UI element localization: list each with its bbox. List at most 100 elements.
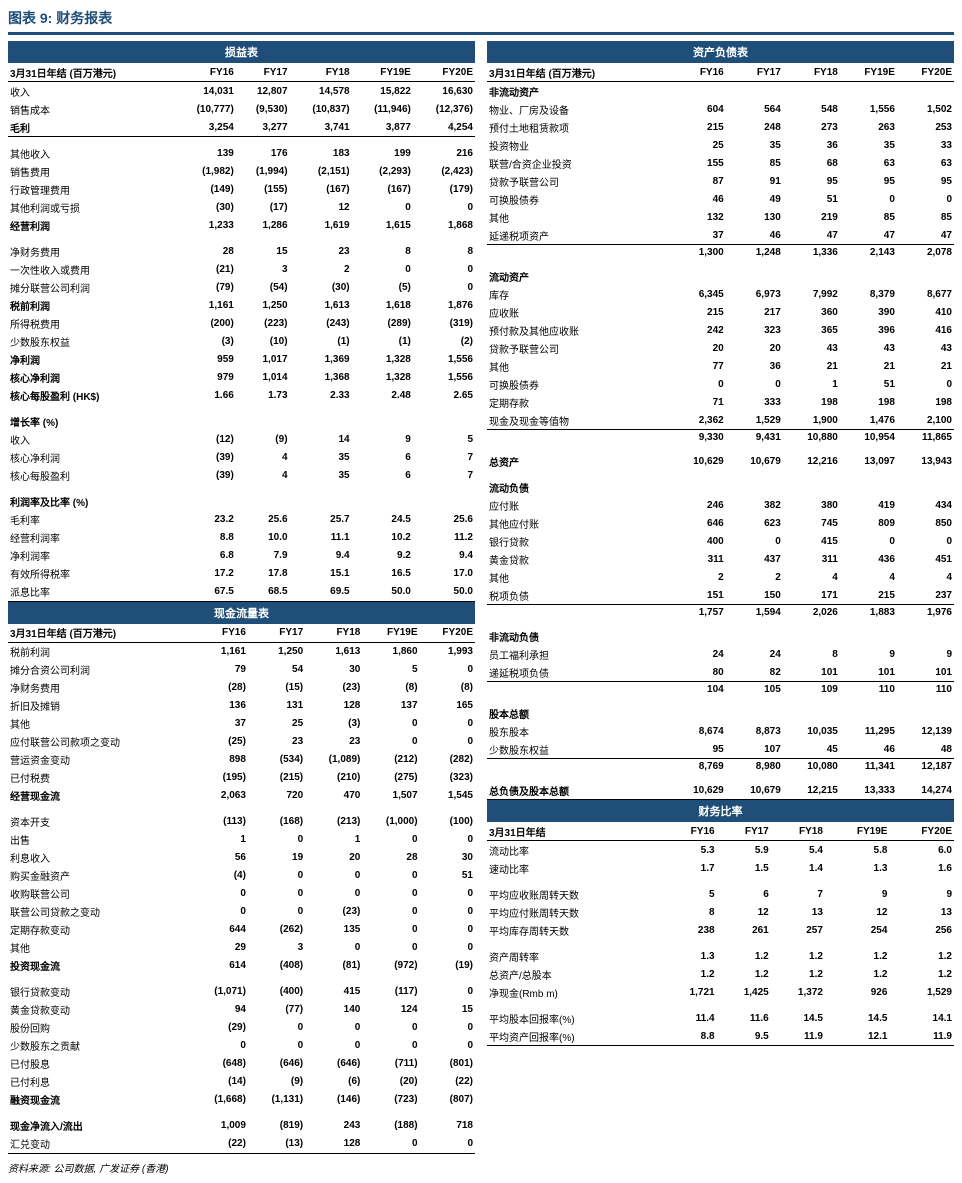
row-label: 速动比率: [487, 859, 662, 877]
row-label: [487, 759, 669, 774]
table-row: 核心每股盈利(39)43567: [8, 467, 475, 485]
table-row: 员工福利承担2424899: [487, 645, 954, 663]
table-row: 摊分合资公司利润79543050: [8, 661, 475, 679]
cell: (1,668): [191, 1091, 248, 1109]
row-label: [487, 682, 669, 697]
table-row: 平均资产回报率(%)8.89.511.912.111.9: [487, 1027, 954, 1046]
row-label: 员工福利承担: [487, 645, 669, 663]
cell: 1,594: [726, 605, 783, 620]
section-header-t3: 资产负债表: [487, 41, 954, 63]
row-label: 收购联营公司: [8, 885, 191, 903]
cell: 10.0: [236, 529, 290, 547]
cell: 25: [669, 136, 726, 154]
cell: 1,476: [840, 411, 897, 430]
cell: [771, 1001, 825, 1009]
row-label: 折旧及摊销: [8, 697, 191, 715]
table-row: 净财务费用(28)(15)(23)(8)(8): [8, 679, 475, 697]
cell: [662, 877, 716, 885]
cell: 0: [669, 375, 726, 393]
row-label: 毛利率: [8, 511, 174, 529]
cell: 35: [290, 449, 352, 467]
table-row: 应收账215217360390410: [487, 303, 954, 321]
cell: 9,330: [669, 430, 726, 445]
table-row: 其他3725(3)00: [8, 715, 475, 733]
cell: 2: [290, 261, 352, 279]
cell: 79: [191, 661, 248, 679]
cell: 1.5: [717, 859, 771, 877]
cell: 2,063: [191, 787, 248, 805]
cell: 2: [669, 568, 726, 586]
table-row: 1,7571,5942,0261,8831,976: [487, 605, 954, 620]
cell: 273: [783, 118, 840, 136]
cell: 17.8: [236, 565, 290, 583]
cell: 850: [897, 514, 954, 532]
cell: [717, 1001, 771, 1009]
table-row: 核心净利润(39)43567: [8, 449, 475, 467]
cell: 0: [840, 532, 897, 550]
cell: [413, 235, 475, 243]
cell: [413, 405, 475, 413]
table-row: 总资产10,62910,67912,21613,09713,943: [487, 452, 954, 470]
cell: 0: [420, 921, 475, 939]
table-row: 融资现金流(1,668)(1,131)(146)(723)(807): [8, 1091, 475, 1109]
cell: 436: [840, 550, 897, 568]
cell: (22): [420, 1073, 475, 1091]
cell: 256: [889, 921, 954, 939]
header-label: 3月31日年结 (百万港元): [8, 624, 191, 643]
cell: 6: [717, 885, 771, 903]
cell: 11.4: [662, 1009, 716, 1027]
cell: 1,014: [236, 369, 290, 387]
cell: 67.5: [174, 583, 236, 602]
cell: 12: [825, 903, 890, 921]
cell: 646: [669, 514, 726, 532]
cell: 215: [669, 118, 726, 136]
cell: 720: [248, 787, 305, 805]
cell: 1,161: [174, 297, 236, 315]
cell: 94: [191, 1001, 248, 1019]
cell: (711): [362, 1055, 419, 1073]
cell: 50.0: [413, 583, 475, 602]
cell: 8: [413, 243, 475, 261]
cell: 410: [897, 303, 954, 321]
table-row: [487, 773, 954, 781]
cell: [783, 478, 840, 496]
cell: 248: [726, 118, 783, 136]
table-row: 摊分联营公司利润(79)(54)(30)(5)0: [8, 279, 475, 297]
cell: 1,860: [362, 642, 419, 661]
cell: 809: [840, 514, 897, 532]
row-label: 摊分合资公司利润: [8, 661, 191, 679]
cell: 11,865: [897, 430, 954, 445]
table-row: 行政管理费用(149)(155)(167)(167)(179): [8, 181, 475, 199]
cell: 1,286: [236, 217, 290, 235]
table-row: 销售成本(10,777)(9,530)(10,837)(11,946)(12,3…: [8, 100, 475, 118]
cell: 1,615: [352, 217, 413, 235]
cell: 198: [840, 393, 897, 411]
cell: [290, 485, 352, 493]
cell: [889, 1001, 954, 1009]
cell: (289): [352, 315, 413, 333]
table-row: 黄金贷款变动94(77)14012415: [8, 1001, 475, 1019]
cell: (28): [191, 679, 248, 697]
table-row: 贷款予联营公司8791959595: [487, 172, 954, 190]
cell: [669, 444, 726, 452]
cell: [783, 773, 840, 781]
cell: 1.2: [717, 965, 771, 983]
row-label: [8, 485, 174, 493]
table-row: 联营/合资企业投资15585686363: [487, 154, 954, 172]
cell: (81): [305, 957, 362, 975]
table-row: 收购联营公司00000: [8, 885, 475, 903]
cell: 4: [897, 568, 954, 586]
row-label: 延递税项资产: [487, 226, 669, 245]
row-label: 联营公司贷款之变动: [8, 903, 191, 921]
cell: 14.5: [825, 1009, 890, 1027]
cell: 11.2: [413, 529, 475, 547]
cell: (275): [362, 769, 419, 787]
cell: 0: [420, 733, 475, 751]
table-row: 净利润率6.87.99.49.29.4: [8, 547, 475, 565]
table-row: [487, 619, 954, 627]
table-t3: 3月31日年结 (百万港元)FY16FY17FY18FY19EFY20E非流动资…: [487, 63, 954, 800]
row-label: [487, 245, 669, 260]
cell: (10,837): [290, 100, 352, 118]
cell: 43: [897, 339, 954, 357]
cell: [352, 235, 413, 243]
